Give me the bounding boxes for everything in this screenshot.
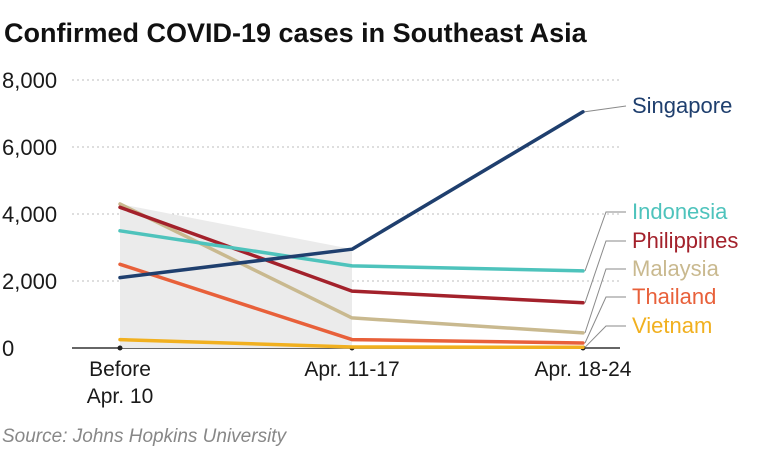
y-tick-label: 6,000 bbox=[2, 135, 57, 160]
y-tick-label: 8,000 bbox=[2, 68, 57, 93]
legend-leader bbox=[584, 296, 626, 344]
y-axis-ticks: 0 2,000 4,000 6,000 8,000 bbox=[2, 68, 57, 361]
x-tick-label: Apr. 10 bbox=[87, 385, 154, 408]
legend-leader bbox=[584, 325, 626, 348]
series-line-philippines bbox=[118, 205, 585, 305]
legend-leader bbox=[584, 105, 627, 113]
series-line-indonesia bbox=[118, 229, 585, 273]
y-tick-label: 2,000 bbox=[2, 269, 57, 294]
legend-leader bbox=[584, 211, 626, 272]
series-line-thailand bbox=[118, 262, 585, 345]
legend-leader bbox=[584, 268, 626, 334]
x-tick-label: Apr. 18-24 bbox=[535, 358, 632, 381]
legend-label-indonesia: Indonesia bbox=[632, 199, 728, 224]
legend-label-singapore: Singapore bbox=[632, 93, 732, 118]
legend-leader bbox=[584, 240, 626, 303]
x-axis-ticks: Before Apr. 10 Apr. 11-17 Apr. 18-24 bbox=[87, 345, 632, 408]
y-tick-label: 4,000 bbox=[2, 202, 57, 227]
series-lines bbox=[118, 110, 585, 350]
x-tick-mark bbox=[117, 345, 123, 351]
legend-label-vietnam: Vietnam bbox=[632, 313, 712, 338]
x-tick-label: Apr. 11-17 bbox=[304, 358, 399, 381]
legend-label-philippines: Philippines bbox=[632, 228, 738, 253]
x-tick-label: Before bbox=[89, 358, 151, 381]
chart-title: Confirmed COVID-19 cases in Southeast As… bbox=[4, 18, 588, 48]
series-line-vietnam bbox=[118, 337, 585, 350]
source-note: Source: Johns Hopkins University bbox=[2, 426, 288, 447]
legend-label-malaysia: Malaysia bbox=[632, 256, 720, 281]
legend-label-thailand: Thailand bbox=[632, 284, 716, 309]
y-tick-label: 0 bbox=[2, 336, 14, 361]
legend: Singapore Indonesia Philippines Malaysia Tha… bbox=[584, 93, 738, 348]
series-line-singapore bbox=[118, 110, 585, 280]
